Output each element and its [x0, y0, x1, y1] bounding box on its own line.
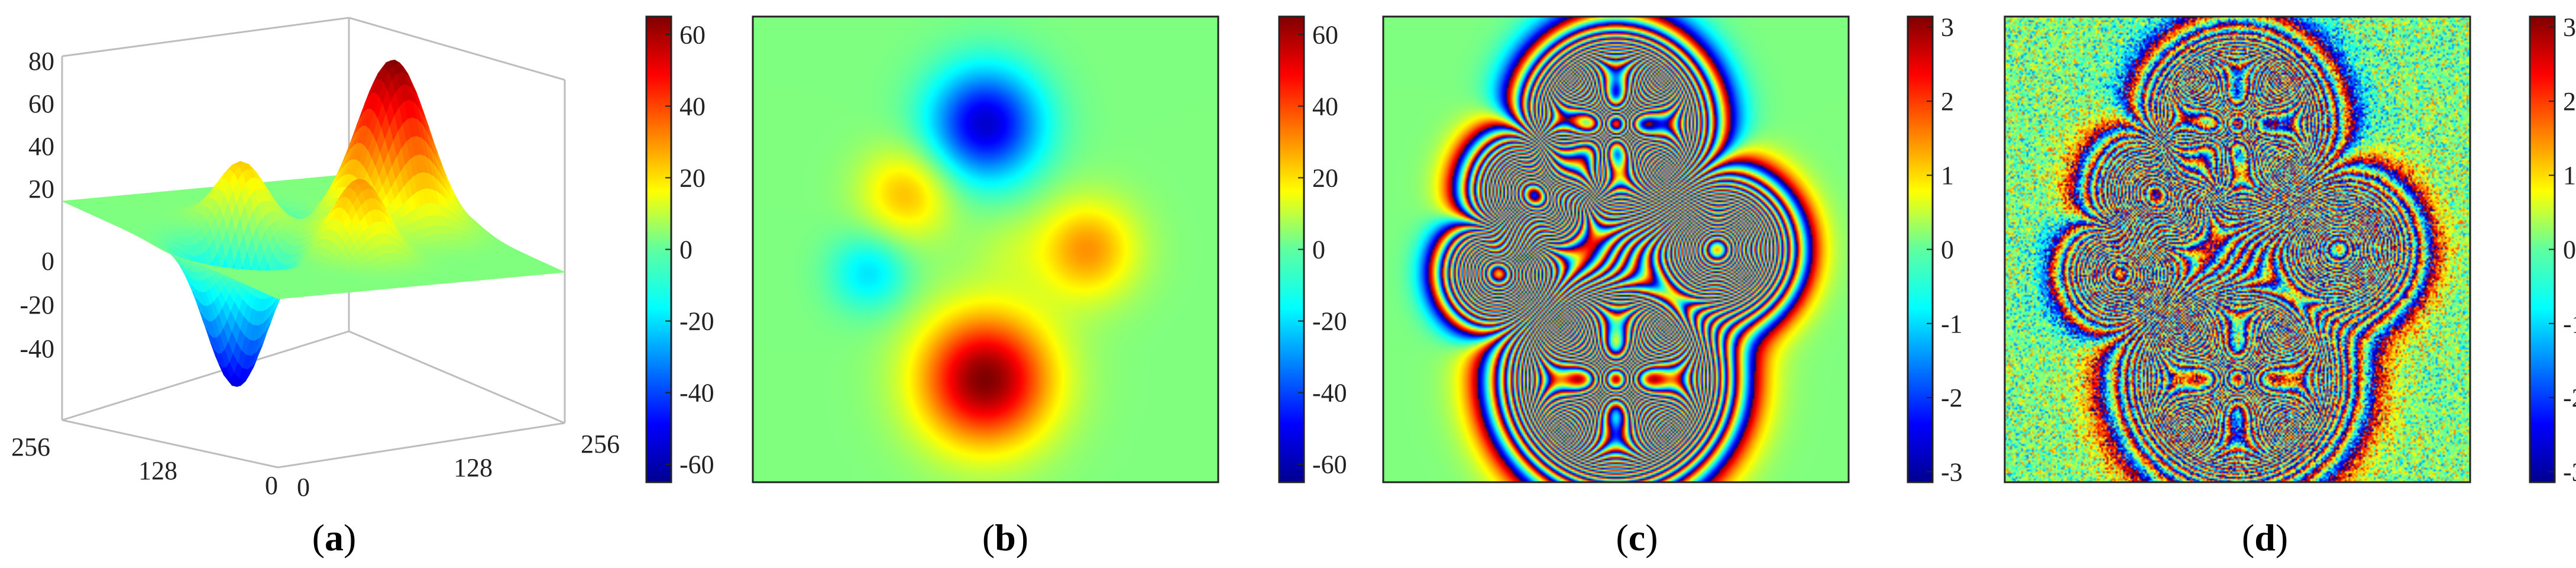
colorbar-tick-label: 20 — [1312, 163, 1338, 192]
colorbar-tick-label: 0 — [679, 235, 692, 264]
z-tick-label: -20 — [20, 291, 54, 320]
colorbar-tick-label: 2 — [2563, 87, 2576, 116]
colorbar-tick-label: 0 — [2563, 235, 2576, 264]
colorbar-tick-label: 1 — [2563, 161, 2576, 190]
colorbar-tick-label: -1 — [2563, 309, 2576, 338]
colorbar-tick-label: 3 — [2563, 13, 2576, 42]
colorbar-tick-label: -1 — [1941, 309, 1963, 338]
panel-a-surface-plot: 80 60 40 20 0 -20 -40 256 128 0 0 128 25… — [11, 17, 620, 502]
surface-axis-box — [61, 17, 566, 469]
colorbar: 3 2 1 0 -1 -2 -3 — [1907, 13, 1963, 486]
panel-label-b: (b) — [982, 517, 1028, 559]
z-tick-label: 60 — [28, 89, 54, 118]
z-tick-label: 40 — [28, 132, 54, 161]
panel-b-heatmap — [752, 15, 1219, 483]
colorbar: 60 40 20 0 -20 -40 -60 — [1278, 15, 1347, 483]
y-tick-label: 128 — [138, 456, 177, 485]
colorbar-tick-label: -40 — [679, 379, 714, 408]
colorbar-tick-label: 1 — [1941, 161, 1954, 190]
colorbar: 3 2 1 0 -1 -2 -3 — [2529, 13, 2576, 486]
x-tick-label: 256 — [581, 430, 620, 459]
x-tick-label: 128 — [454, 453, 493, 482]
colorbar-tick-label: -60 — [679, 450, 714, 479]
z-tick-label: 20 — [28, 175, 54, 204]
colorbar-tick-label: -2 — [1941, 383, 1963, 412]
colorbar-tick-label: 0 — [1312, 235, 1325, 264]
surface-patch — [555, 270, 566, 273]
colorbar: 60 40 20 0 -20 -40 -60 — [645, 15, 714, 483]
x-tick-label: 0 — [297, 473, 310, 502]
colorbar-tick-label: 40 — [1312, 92, 1338, 121]
colorbar-tick-label: -40 — [1312, 379, 1347, 408]
colorbars: 6040200-20-40-606040200-20-40-603210-1-2… — [645, 13, 2576, 486]
heatmap-image-d — [2005, 17, 2470, 482]
colorbar-tick-label: 60 — [1312, 20, 1338, 49]
heatmap-image-b — [753, 17, 1218, 482]
colorbar-tick-label: -3 — [1941, 457, 1963, 486]
panel-label-d: (d) — [2242, 517, 2288, 559]
z-tick-label: 80 — [28, 47, 54, 76]
colorbar-tick-label: 0 — [1941, 235, 1954, 264]
colorbar-tick-label: -2 — [2563, 383, 2576, 412]
colorbar-tick-label: -3 — [2563, 457, 2576, 486]
panel-label-c: (c) — [1616, 517, 1658, 559]
colorbar-tick-label: 40 — [679, 92, 706, 121]
z-tick-label: 0 — [41, 247, 54, 276]
colorbar-tick-label: -60 — [1312, 450, 1347, 479]
colorbar-tick-label: 3 — [1941, 13, 1954, 42]
colorbar-tick-label: 20 — [679, 163, 706, 192]
colorbar-tick-label: 2 — [1941, 87, 1954, 116]
panel-label-a: (a) — [312, 517, 357, 559]
colorbar-tick-label: -20 — [679, 307, 714, 336]
z-tick-label: -40 — [20, 334, 54, 363]
surface-mesh — [61, 59, 566, 387]
colorbar-tick-label: 60 — [679, 20, 706, 49]
panel-c-heatmap — [1382, 15, 1850, 483]
y-tick-label: 256 — [11, 433, 50, 462]
panel-d-heatmap — [2004, 15, 2471, 483]
colorbar-tick-label: -20 — [1312, 307, 1347, 336]
y-tick-label: 0 — [265, 471, 278, 500]
heatmap-image-c — [1383, 17, 1849, 482]
